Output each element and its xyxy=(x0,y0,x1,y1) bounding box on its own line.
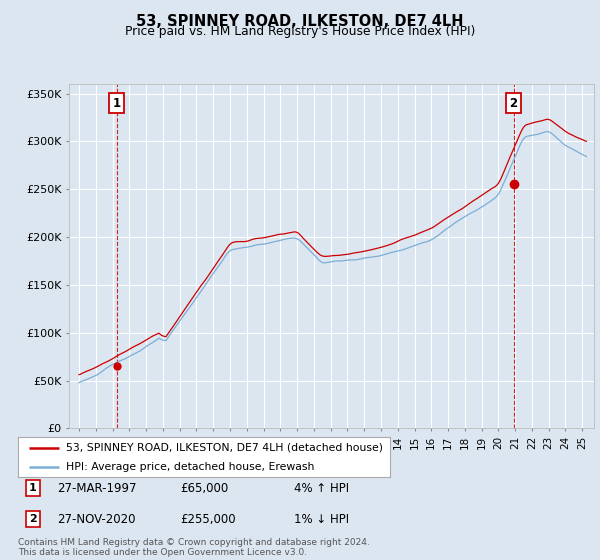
Text: 4% ↑ HPI: 4% ↑ HPI xyxy=(294,482,349,495)
Text: 27-MAR-1997: 27-MAR-1997 xyxy=(57,482,137,495)
Text: £255,000: £255,000 xyxy=(180,512,236,526)
Text: 2: 2 xyxy=(29,514,37,524)
Text: 1: 1 xyxy=(113,97,121,110)
Text: 1% ↓ HPI: 1% ↓ HPI xyxy=(294,512,349,526)
Text: £65,000: £65,000 xyxy=(180,482,228,495)
Text: 53, SPINNEY ROAD, ILKESTON, DE7 4LH: 53, SPINNEY ROAD, ILKESTON, DE7 4LH xyxy=(136,14,464,29)
Text: 27-NOV-2020: 27-NOV-2020 xyxy=(57,512,136,526)
Text: HPI: Average price, detached house, Erewash: HPI: Average price, detached house, Erew… xyxy=(67,462,315,472)
Text: Contains HM Land Registry data © Crown copyright and database right 2024.
This d: Contains HM Land Registry data © Crown c… xyxy=(18,538,370,557)
Text: 2: 2 xyxy=(509,97,518,110)
Text: 53, SPINNEY ROAD, ILKESTON, DE7 4LH (detached house): 53, SPINNEY ROAD, ILKESTON, DE7 4LH (det… xyxy=(67,443,383,452)
Text: Price paid vs. HM Land Registry's House Price Index (HPI): Price paid vs. HM Land Registry's House … xyxy=(125,25,475,38)
Text: 1: 1 xyxy=(29,483,37,493)
